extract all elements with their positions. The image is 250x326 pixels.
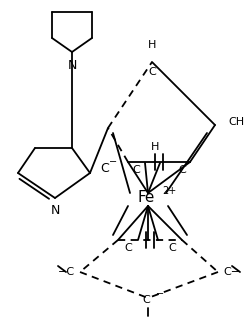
Text: 2+: 2+	[161, 186, 176, 196]
Text: C: C	[132, 165, 139, 175]
Text: CH: CH	[227, 117, 243, 127]
Text: Fe: Fe	[137, 190, 154, 205]
Text: C: C	[178, 165, 185, 175]
Text: C: C	[168, 243, 175, 253]
Text: C: C	[124, 243, 131, 253]
Text: N: N	[50, 203, 59, 216]
Text: C−: C−	[222, 267, 239, 277]
Text: C: C	[148, 67, 155, 77]
Text: −C: −C	[58, 267, 75, 277]
Text: C: C	[100, 161, 108, 174]
Text: H: H	[150, 142, 158, 152]
Text: N: N	[67, 58, 76, 71]
Text: H: H	[147, 40, 156, 50]
Text: C: C	[142, 295, 149, 305]
Text: −: −	[156, 289, 164, 299]
Text: −: −	[108, 157, 117, 167]
